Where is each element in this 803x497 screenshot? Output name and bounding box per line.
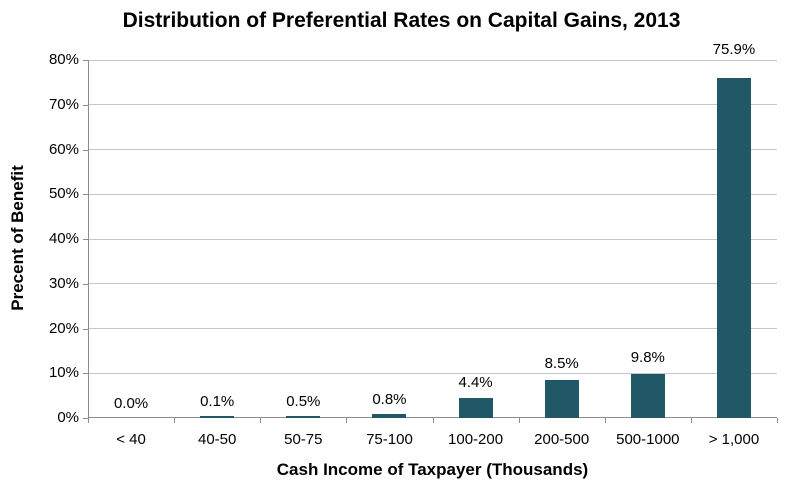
bar-value-label: 0.1%: [200, 392, 235, 410]
gridline: [88, 283, 777, 285]
x-axis-tick: [260, 418, 262, 423]
y-axis-tick: [83, 283, 88, 285]
x-tick-label: < 40: [116, 431, 146, 448]
y-axis-tick: [83, 194, 88, 196]
y-axis-tick: [83, 149, 88, 151]
y-tick-label: 50%: [48, 185, 79, 203]
y-tick-label: 10%: [48, 364, 79, 382]
y-tick-label: 0%: [57, 409, 79, 426]
x-tick-label: 100-200: [448, 431, 504, 448]
bar: [458, 398, 493, 418]
x-tick-label: 40-50: [198, 431, 237, 448]
chart-title: Distribution of Preferential Rates on Ca…: [122, 9, 681, 32]
x-tick-label: > 1,000: [708, 431, 760, 448]
x-axis-tick: [518, 418, 520, 423]
y-tick-label: 30%: [48, 274, 79, 292]
x-axis-tick: [777, 418, 778, 423]
y-axis-tick: [83, 239, 88, 240]
y-tick-label: 20%: [48, 319, 79, 337]
x-tick-label: 50-75: [284, 431, 323, 448]
gridline: [88, 193, 777, 195]
y-tick-label: 70%: [48, 95, 79, 113]
y-axis-tick: [83, 60, 88, 61]
bar-value-label: 4.4%: [458, 374, 493, 392]
x-axis-tick: [690, 418, 692, 423]
bar: [716, 78, 751, 418]
bar-value-label: 0.0%: [113, 395, 149, 412]
gridline: [88, 372, 777, 374]
y-tick-label: 40%: [48, 230, 79, 247]
x-axis-tick: [604, 418, 606, 423]
bar: [630, 374, 665, 418]
y-axis-line: [88, 60, 89, 418]
gridline: [88, 328, 777, 329]
x-axis-title: Cash Income of Taxpayer (Thousands): [276, 460, 589, 479]
y-axis-tick: [83, 373, 88, 375]
x-axis-tick: [432, 418, 434, 423]
bar: [544, 380, 579, 418]
y-axis-tick: [83, 104, 88, 106]
gridline: [88, 149, 777, 150]
bar-value-label: 8.5%: [544, 355, 579, 373]
x-tick-label: 75-100: [366, 431, 413, 448]
y-tick-label: 60%: [48, 140, 79, 158]
y-tick-label: 80%: [48, 51, 79, 68]
plot-area: 0.0% 0.1% 0.5% 0.8% 4.4% 8.5% 9.8% 75.9%: [88, 41, 777, 418]
bar-value-label: 0.5%: [286, 392, 321, 410]
x-tick-label: 500-1000: [616, 431, 680, 448]
bar-value-label: 75.9%: [712, 41, 756, 59]
bar-value-label: 0.8%: [372, 390, 407, 408]
y-axis-tick: [83, 328, 88, 330]
y-axis-tick: [83, 418, 88, 419]
bar: [372, 414, 407, 418]
bar-value-label: 9.8%: [630, 349, 665, 367]
x-axis-line: [88, 417, 777, 418]
gridline: [88, 238, 777, 240]
gridline: [88, 59, 777, 61]
x-axis-tick: [88, 418, 89, 423]
x-tick-label: 200-500: [534, 431, 590, 448]
x-axis-tick: [174, 418, 176, 423]
x-axis-tick: [346, 418, 348, 423]
gridline: [88, 104, 777, 106]
bar: [200, 416, 235, 418]
bar: [286, 416, 321, 418]
